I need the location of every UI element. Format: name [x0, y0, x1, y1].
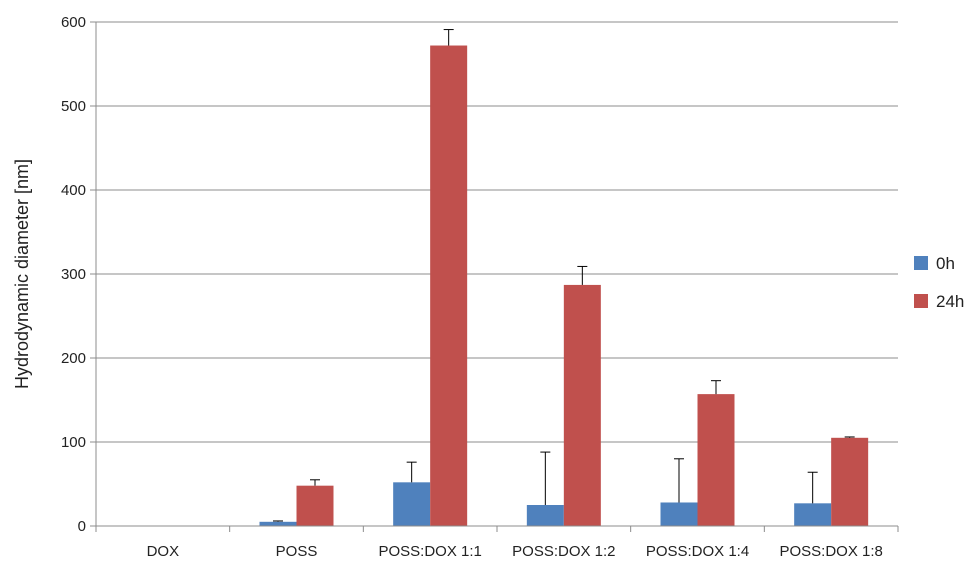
- gridlines: [96, 21, 898, 443]
- bar-0h-4: [660, 502, 698, 526]
- bar-24h-1: [296, 485, 334, 526]
- y-tick-label: 0: [78, 518, 86, 535]
- bar-24h-4: [697, 394, 735, 526]
- x-tick-labels: DOX POSS POSS:DOX 1:1 POSS:DOX 1:2 POSS:DOX …: [147, 543, 883, 560]
- error-bars: [273, 29, 855, 522]
- y-tick-label: 300: [61, 266, 86, 283]
- legend-swatch-0h: [914, 256, 928, 270]
- bar-0h-5: [794, 503, 832, 526]
- y-axis-title: Hydrodynamic diameter [nm]: [12, 159, 32, 389]
- x-tick-label: POSS:DOX 1:2: [512, 543, 615, 560]
- bar-0h-2: [393, 482, 431, 526]
- x-tick-label: POSS: [276, 543, 318, 560]
- legend-label-0h: 0h: [936, 254, 955, 273]
- legend: 0h 24h: [914, 254, 964, 311]
- legend-swatch-24h: [914, 294, 928, 308]
- x-tick-label: DOX: [147, 543, 180, 560]
- axes: [90, 21, 899, 532]
- bar-24h-3: [563, 284, 601, 526]
- y-tick-label: 100: [61, 434, 86, 451]
- y-tick-label: 600: [61, 14, 86, 31]
- y-tick-label: 400: [61, 182, 86, 199]
- bars: [259, 45, 869, 527]
- y-tick-label: 200: [61, 350, 86, 367]
- x-tick-label: POSS:DOX 1:1: [378, 543, 481, 560]
- bar-0h-1: [259, 521, 297, 526]
- x-tick-label: POSS:DOX 1:8: [779, 543, 882, 560]
- bar-0h-3: [526, 505, 564, 526]
- x-tick-label: POSS:DOX 1:4: [646, 543, 749, 560]
- bar-24h-2: [430, 45, 468, 527]
- y-tick-label: 500: [61, 98, 86, 115]
- bar-24h-5: [831, 437, 869, 526]
- y-tick-labels: 0 100 200 300 400 500 600: [61, 14, 86, 535]
- legend-label-24h: 24h: [936, 292, 964, 311]
